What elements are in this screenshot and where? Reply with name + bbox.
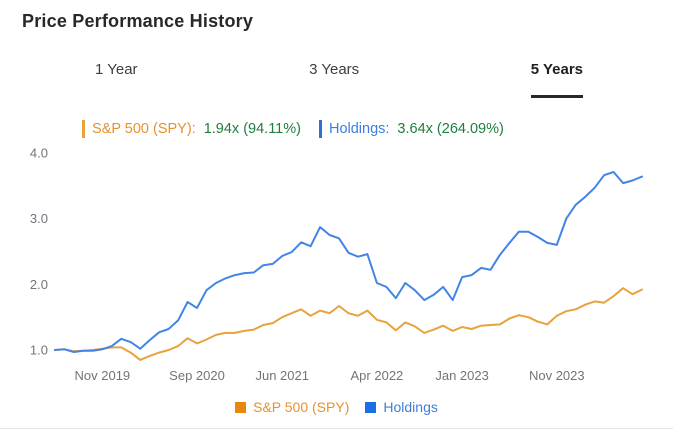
page-title: Price Performance History [22,11,254,31]
holdings-stat-label: Holdings: [328,121,390,137]
spy-stat-label: S&P 500 (SPY): [92,121,196,137]
x-axis-tick-label: Jan 2023 [435,368,489,383]
x-axis-tick-label: Sep 2020 [169,368,225,383]
line-chart-canvas: 1.0 2.0 3.0 4.0 Nov 2019 Sep 2020 Jun 2021 Apr … [30,145,643,383]
period-tabs: 1 Year 3 Years 5 Years [95,60,583,98]
holdings-legend-bar [318,120,322,138]
x-axis-tick-label: Jun 2021 [255,368,309,383]
holdings-swatch-icon [365,401,377,413]
holdings-stat-value: 3.64x (264.09%) [397,121,504,137]
legend-item-spy[interactable]: S&P 500 (SPY) [235,399,349,415]
y-axis-tick-label: 1.0 [30,343,48,358]
y-axis-tick-label: 4.0 [30,145,48,160]
tab-1-year[interactable]: 1 Year [95,61,138,78]
series-legend: S&P 500 (SPY) Holdings [0,399,673,415]
spy-line [54,287,643,361]
spy-swatch-icon [235,401,247,413]
stats-legend: S&P 500 (SPY): 1.94x (94.11%) Holdings: … [82,120,504,138]
holdings-legend-label: Holdings [383,399,438,415]
legend-item-holdings[interactable]: Holdings [365,399,438,415]
tab-5-years[interactable]: 5 Years [530,60,583,98]
spy-stat-value: 1.94x (94.11%) [203,121,301,137]
spy-stat: S&P 500 (SPY): 1.94x (94.11%) [82,120,301,138]
performance-chart: 1.0 2.0 3.0 4.0 Nov 2019 Sep 2020 Jun 2021 Apr … [0,145,673,395]
spy-legend-bar [82,120,85,138]
y-axis-tick-label: 2.0 [30,277,48,292]
spy-legend-label: S&P 500 (SPY) [253,399,350,415]
x-axis-tick-label: Apr 2022 [351,368,404,383]
holdings-stat: Holdings: 3.64x (264.09%) [318,120,504,138]
x-axis-tick-label: Nov 2019 [75,368,131,383]
x-axis-tick-label: Nov 2023 [529,368,585,383]
holdings-line [54,171,643,353]
y-axis-tick-label: 3.0 [30,211,48,226]
tab-3-years[interactable]: 3 Years [309,61,360,78]
